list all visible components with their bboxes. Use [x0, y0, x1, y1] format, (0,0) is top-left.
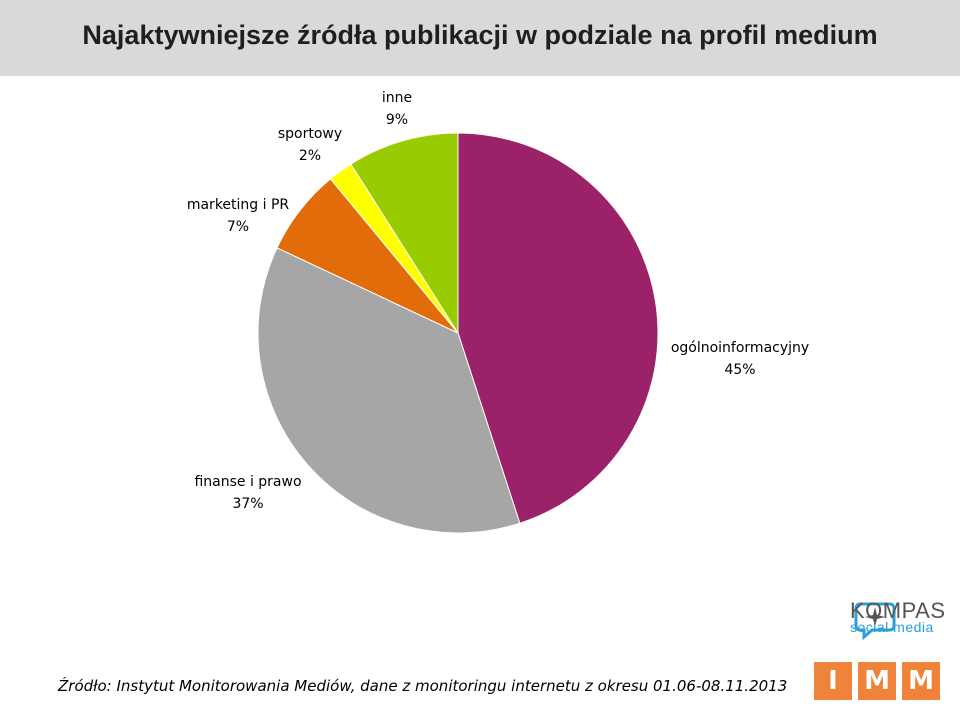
source-note: Źródło: Instytut Monitorowania Mediów, d…	[58, 677, 788, 695]
slice-label-0: ogólnoinformacyjny	[671, 340, 809, 356]
kompas-logo-name: KOMPAS	[850, 598, 946, 623]
kompas-logo-sub: social media	[850, 619, 934, 635]
chart-title: Najaktywniejsze źródła publikacji w podz…	[82, 20, 878, 50]
slice-label-2: marketing i PR	[187, 197, 290, 213]
slice-label-1: finanse i prawo	[194, 474, 301, 490]
imm-logo-letter-1: I	[814, 662, 852, 700]
title-bar	[0, 0, 960, 76]
slice-label-4: inne	[382, 90, 412, 106]
slice-value-3: 2%	[299, 148, 321, 164]
slice-value-0: 45%	[724, 362, 755, 378]
kompas-bubble-icon	[854, 602, 896, 641]
slice-value-1: 37%	[232, 496, 263, 512]
pie-slice-0	[457, 132, 659, 524]
imm-logo-letter-3: M	[902, 662, 940, 700]
slice-value-4: 9%	[386, 112, 408, 128]
imm-logo-letter-2: M	[858, 662, 896, 700]
pie-slice-4	[350, 132, 459, 335]
slice-value-2: 7%	[227, 219, 249, 235]
slice-label-3: sportowy	[278, 126, 342, 142]
pie-slice-1	[257, 247, 521, 534]
